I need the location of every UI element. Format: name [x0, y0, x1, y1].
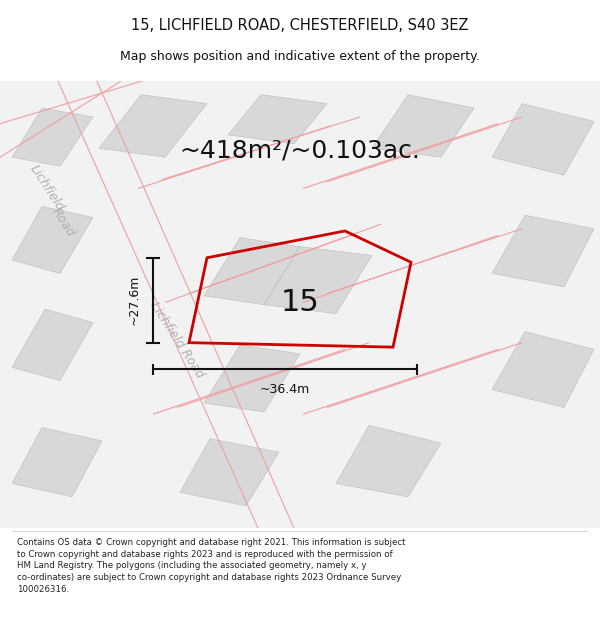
Polygon shape	[12, 309, 93, 381]
Text: Contains OS data © Crown copyright and database right 2021. This information is : Contains OS data © Crown copyright and d…	[17, 538, 406, 594]
Text: Road: Road	[49, 205, 77, 239]
Polygon shape	[372, 94, 474, 158]
Polygon shape	[264, 247, 372, 314]
Polygon shape	[204, 238, 300, 304]
Polygon shape	[99, 94, 207, 158]
Polygon shape	[12, 108, 93, 166]
Polygon shape	[228, 94, 327, 144]
Polygon shape	[204, 345, 300, 412]
Polygon shape	[180, 439, 279, 506]
Text: 15: 15	[281, 288, 319, 317]
Text: Lichfield: Lichfield	[27, 163, 67, 214]
Text: 15, LICHFIELD ROAD, CHESTERFIELD, S40 3EZ: 15, LICHFIELD ROAD, CHESTERFIELD, S40 3E…	[131, 18, 469, 33]
Polygon shape	[492, 104, 594, 175]
Text: Lichfield Road: Lichfield Road	[148, 300, 206, 381]
Text: ~418m²/~0.103ac.: ~418m²/~0.103ac.	[179, 139, 421, 162]
Text: ~36.4m: ~36.4m	[260, 383, 310, 396]
Text: ~27.6m: ~27.6m	[127, 275, 140, 326]
Polygon shape	[336, 426, 441, 497]
Text: Map shows position and indicative extent of the property.: Map shows position and indicative extent…	[120, 51, 480, 63]
Polygon shape	[12, 206, 93, 273]
Polygon shape	[492, 215, 594, 287]
Polygon shape	[12, 428, 102, 497]
Polygon shape	[492, 331, 594, 408]
